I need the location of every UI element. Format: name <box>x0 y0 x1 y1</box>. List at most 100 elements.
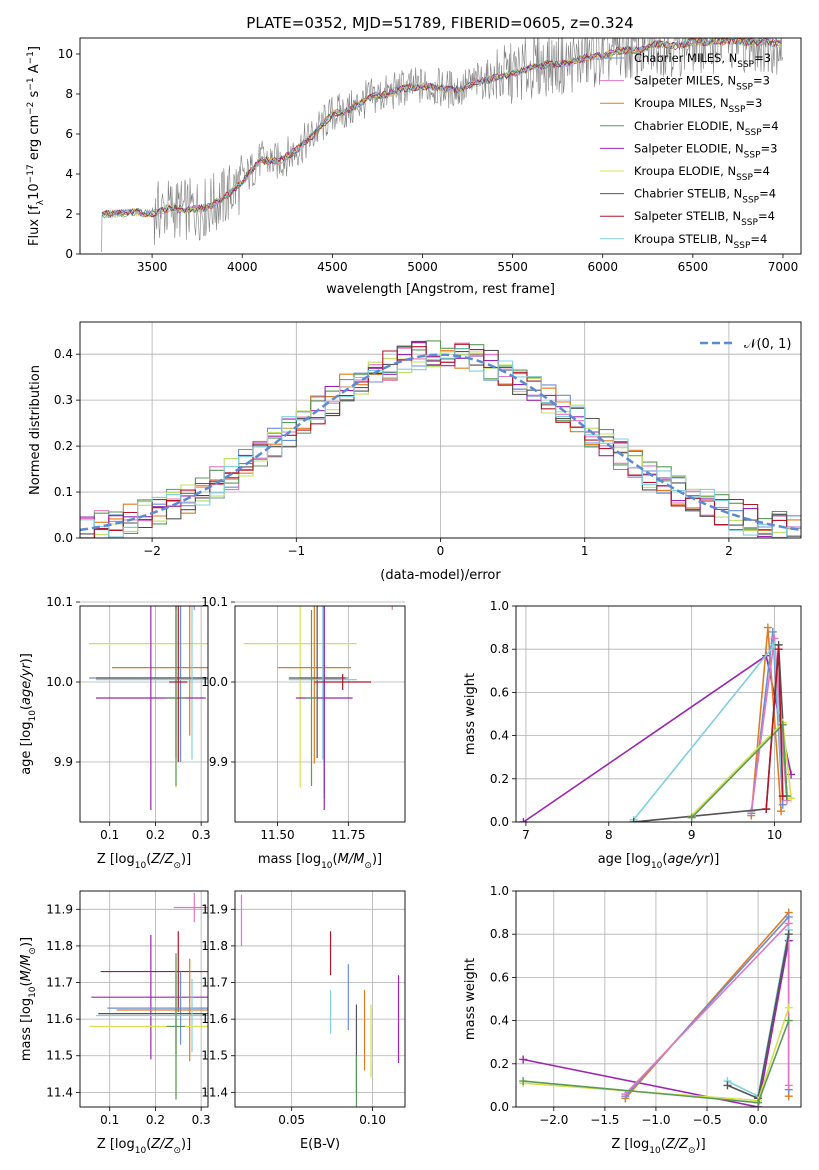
y-tick-label: 2 <box>65 207 73 221</box>
y-tick-label: 0.0 <box>54 531 73 545</box>
legend-entry: 𝒩(0, 1) <box>744 337 791 352</box>
model-spectrum <box>101 38 782 219</box>
y-tick-label: 10.1 <box>46 595 73 609</box>
y-tick-label: 0.8 <box>490 927 509 941</box>
x-tick-label: 0.2 <box>146 1113 165 1127</box>
y-tick-label: 0.4 <box>490 1014 509 1028</box>
x-tick-label: 1 <box>581 544 589 558</box>
weight-marker <box>763 623 772 632</box>
weight_vs_age-panel: 7 8 9 10 0.0 0.2 0.4 0.6 0.8 1.0 age [log10(age/yr… <box>463 599 802 871</box>
y-tick-label: 0.2 <box>54 439 73 453</box>
y-tick-label: 0.4 <box>54 347 73 361</box>
x-axis-label: Z [log10(Z/Z⊙)] <box>97 852 191 871</box>
weight-marker <box>784 1016 793 1025</box>
weight-marker <box>519 818 528 822</box>
legend-entry: Salpeter STELIB, NSSP=4 <box>634 209 775 228</box>
y-tick-label: 0.2 <box>490 1057 509 1071</box>
x-axis-label: E(B-V) <box>300 1137 340 1152</box>
weight-marker <box>762 805 771 814</box>
y-axis-label: age [log10(age/yr)] <box>19 653 38 775</box>
x-tick-label: 6500 <box>678 260 709 274</box>
mass_vs_ebv-panel: 0.05 0.10 11.4 11.5 11.6 11.7 11.8 11.9 E(B-V) <box>201 890 406 1152</box>
x-tick-label: 0.10 <box>359 1113 386 1127</box>
x-tick-label: 0.05 <box>278 1113 305 1127</box>
weight-marker <box>768 627 777 636</box>
y-tick-label: 0.1 <box>54 485 73 499</box>
data-spectrum <box>101 38 783 253</box>
mass_vs_Z-plot-area <box>89 892 208 1100</box>
x-tick-label: 7 <box>522 828 530 842</box>
x-tick-label: −1 <box>287 544 305 558</box>
y-tick-label: 4 <box>65 167 73 181</box>
x-axis-label: mass [log10(M/M⊙)] <box>258 852 382 871</box>
normal-curve <box>80 353 801 532</box>
weight-marker <box>784 930 793 939</box>
weight-line <box>523 654 792 822</box>
y-tick-label: 0.6 <box>490 970 509 984</box>
y-tick-label: 11.6 <box>46 1012 73 1026</box>
y-tick-label: 10 <box>58 47 73 61</box>
y-tick-label: 11.9 <box>46 902 73 916</box>
x-tick-label: 11.75 <box>331 828 365 842</box>
x-tick-label: −1.5 <box>590 1113 619 1127</box>
x-tick-label: 0.0 <box>749 1113 768 1127</box>
weight-marker <box>519 1055 528 1064</box>
x-tick-label: 5500 <box>497 260 528 274</box>
x-tick-label: 0.1 <box>100 1113 119 1127</box>
legend-entry: Chabrier ELODIE, NSSP=4 <box>634 119 779 138</box>
x-tick-label: 9 <box>688 828 696 842</box>
y-tick-label: 11.5 <box>46 1049 73 1063</box>
legend-entry: Kroupa ELODIE, NSSP=4 <box>634 164 770 183</box>
y-tick-label: 0 <box>65 247 73 261</box>
x-tick-label: 11.50 <box>260 828 294 842</box>
x-tick-label: −2 <box>143 544 161 558</box>
y-tick-label: 11.6 <box>201 1012 228 1026</box>
x-tick-label: 0.3 <box>192 1113 211 1127</box>
y-axis-label: Normed distribution <box>28 365 43 495</box>
axes-frame <box>79 321 802 539</box>
y-tick-label: 0.0 <box>490 1100 509 1114</box>
x-tick-label: 4000 <box>227 260 258 274</box>
weight_vs_age-plot-area <box>519 623 796 822</box>
legend-entry: Salpeter MILES, NSSP=3 <box>634 74 770 93</box>
y-tick-label: 11.4 <box>46 1085 73 1099</box>
histogram-step <box>80 340 801 538</box>
x-tick-label: −0.5 <box>692 1113 721 1127</box>
weight_vs_Z-panel: −2.0 −1.5 −1.0 −0.5 0.0 0.0 0.2 0.4 0.6 0.8 1.0 Z [… <box>463 884 802 1156</box>
histogram-step <box>93 343 788 538</box>
x-tick-label: −2.0 <box>539 1113 568 1127</box>
histogram-step <box>80 340 788 538</box>
weight_vs_Z-plot-area <box>519 908 793 1107</box>
y-tick-label: 0.4 <box>490 729 509 743</box>
x-tick-label: 4500 <box>317 260 348 274</box>
axes-frame <box>515 890 802 1108</box>
weight-marker <box>784 1003 793 1012</box>
x-tick-label: 7000 <box>768 260 799 274</box>
y-tick-label: 0.0 <box>490 815 509 829</box>
x-tick-label: 6000 <box>587 260 618 274</box>
axes-frame <box>234 605 406 823</box>
y-axis-label: mass [log10(M/M⊙)] <box>19 937 38 1061</box>
x-tick-label: 10 <box>767 828 782 842</box>
y-axis-label: mass weight <box>463 673 478 755</box>
axes-frame <box>79 890 209 1108</box>
weight-marker <box>629 818 638 822</box>
y-tick-label: 10.1 <box>201 595 228 609</box>
model-spectrum <box>101 38 782 218</box>
residuals-plot-area <box>80 340 801 538</box>
mass_vs_ebv-plot-area <box>240 894 400 1107</box>
y-tick-label: 9.9 <box>54 755 73 769</box>
x-axis-label: wavelength [Angstrom, rest frame] <box>326 282 555 297</box>
y-tick-label: 8 <box>65 87 73 101</box>
age_vs_mass-plot-area <box>243 606 393 810</box>
x-tick-label: 0 <box>437 544 445 558</box>
y-tick-label: 1.0 <box>490 599 509 613</box>
weight-marker <box>787 794 796 803</box>
y-tick-label: 6 <box>65 127 73 141</box>
weight-marker <box>784 1081 793 1090</box>
y-tick-label: 11.7 <box>46 976 73 990</box>
weight-marker <box>723 1081 732 1090</box>
figure-title: PLATE=0352, MJD=51789, FIBERID=0605, z=0… <box>246 14 633 32</box>
weight-marker <box>754 1098 763 1107</box>
y-tick-label: 1.0 <box>490 884 509 898</box>
